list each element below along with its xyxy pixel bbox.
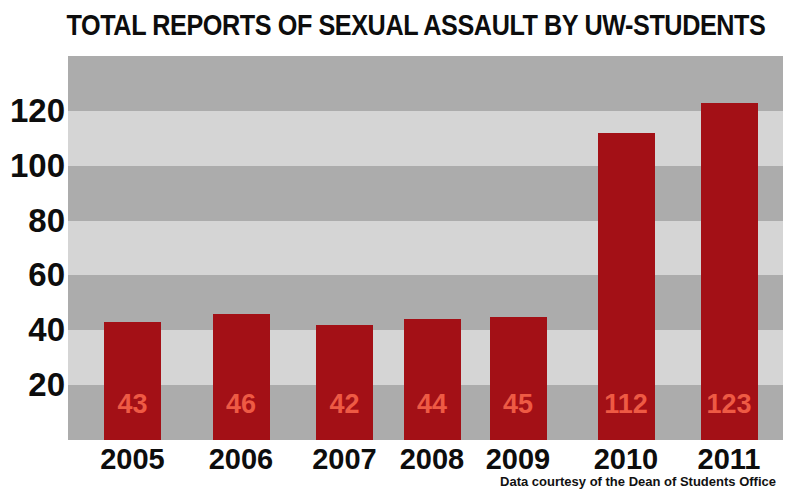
y-axis: 120 100 80 60 40 20 xyxy=(0,0,65,496)
y-axis-tick-label: 80 xyxy=(0,204,65,238)
chart-canvas: TOTAL REPORTS OF SEXUAL ASSAULT BY UW-ST… xyxy=(0,0,800,496)
bar-2010: 112 xyxy=(598,133,655,440)
bar-2008: 44 xyxy=(404,319,461,440)
bar-2006: 46 xyxy=(213,314,270,440)
chart-title-text: TOTAL REPORTS OF SEXUAL ASSAULT BY UW-ST… xyxy=(67,8,766,42)
x-axis-tick-label: 2011 xyxy=(669,444,789,474)
bar-2009: 45 xyxy=(490,317,547,440)
bar-2007: 42 xyxy=(316,325,373,440)
chart-title: TOTAL REPORTS OF SEXUAL ASSAULT BY UW-ST… xyxy=(0,8,800,42)
bar-value-label: 46 xyxy=(213,391,270,418)
bar-value-label: 43 xyxy=(104,391,161,418)
y-axis-tick-label: 60 xyxy=(0,258,65,292)
y-axis-tick-label: 120 xyxy=(0,94,65,128)
y-axis-tick-label: 20 xyxy=(0,368,65,402)
bar-value-label: 123 xyxy=(701,391,758,418)
bar-value-label: 42 xyxy=(316,391,373,418)
x-axis-tick-label: 2005 xyxy=(73,444,193,474)
x-axis-tick-label: 2006 xyxy=(181,444,301,474)
bar-value-label: 44 xyxy=(404,391,461,418)
x-axis-tick-label: 2010 xyxy=(566,444,686,474)
bar-value-label: 112 xyxy=(598,391,655,418)
x-axis-tick-label: 2009 xyxy=(458,444,578,474)
bar-2005: 43 xyxy=(104,322,161,440)
y-axis-tick-label: 100 xyxy=(0,149,65,183)
bar-2011: 123 xyxy=(701,103,758,440)
y-axis-tick-label: 40 xyxy=(0,313,65,347)
x-axis-tick-label: 2007 xyxy=(285,444,405,474)
plot-area: 43 46 42 44 45 112 123 xyxy=(68,56,783,440)
x-axis-tick-label: 2008 xyxy=(372,444,492,474)
bar-value-label: 45 xyxy=(490,391,547,418)
source-note: Data courtesy of the Dean of Students Of… xyxy=(500,474,776,489)
